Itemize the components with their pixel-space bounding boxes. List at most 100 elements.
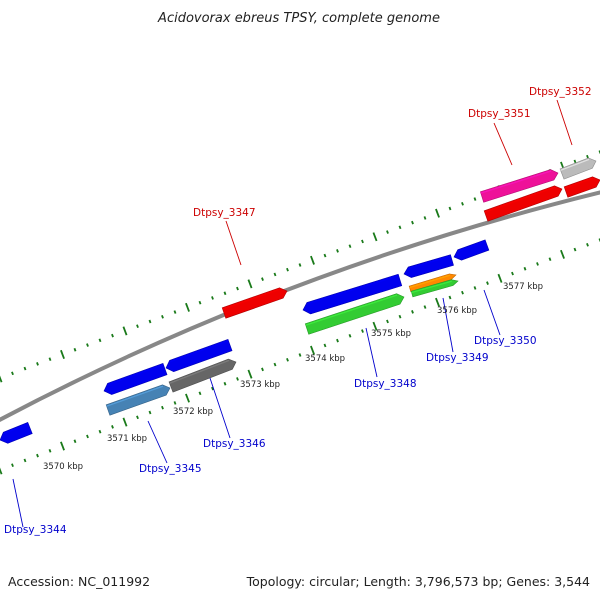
tick-mark (573, 247, 577, 252)
tick-mark (11, 463, 14, 468)
tick-mark (136, 415, 139, 420)
gene-feature-dtpsy-3350[interactable] (453, 239, 490, 261)
tick-mark (461, 201, 464, 206)
tick-mark (86, 434, 89, 439)
scale-label: 3574 kbp (305, 354, 345, 364)
tick-mark (423, 216, 427, 220)
leader-line-dtpsy-3347 (225, 220, 242, 266)
leader-line-dtpsy-3349 (442, 297, 454, 353)
tick-mark (11, 371, 14, 376)
gene-label-dtpsy-3347[interactable]: Dtpsy_3347 (193, 207, 256, 219)
gene-label-dtpsy-3351[interactable]: Dtpsy_3351 (468, 108, 531, 120)
tick-mark (136, 324, 139, 329)
gene-label-dtpsy-3344[interactable]: Dtpsy_3344 (4, 524, 67, 536)
tick-mark (261, 277, 264, 281)
tick-mark (323, 343, 327, 348)
tick-mark (435, 208, 440, 218)
tick-mark (247, 369, 253, 379)
tick-mark (60, 349, 65, 359)
tick-mark (361, 239, 364, 244)
gene-feature-dtpsy-3351[interactable] (483, 185, 563, 222)
tick-mark (473, 197, 477, 201)
feature-green-small[interactable] (410, 279, 459, 298)
tick-mark (386, 319, 389, 324)
tick-mark (236, 377, 239, 381)
tick-mark (261, 367, 264, 372)
tick-mark (36, 362, 39, 366)
tick-mark (247, 279, 253, 289)
gene-features (0, 157, 600, 444)
tick-mark (185, 393, 190, 403)
feature-orange[interactable] (408, 273, 457, 293)
gene-feature-dtpsy-3345[interactable] (103, 362, 168, 395)
gene-labels: Dtpsy_3344 Dtpsy_3345 Dtpsy_3346 Dtpsy_3347… (4, 86, 592, 536)
scale-labels: 3570 kbp 3571 kbp 3572 kbp 3573 kbp 3574 kbp… (43, 282, 543, 472)
tick-mark (386, 230, 389, 234)
tick-mark (398, 314, 402, 319)
tick-mark (536, 262, 539, 266)
tick-mark (336, 338, 339, 343)
tick-mark (98, 429, 102, 434)
gene-feature-dtpsy-3347[interactable] (221, 287, 288, 319)
gene-label-dtpsy-3350[interactable]: Dtpsy_3350 (474, 335, 537, 347)
tick-mark (423, 305, 427, 309)
tick-mark (60, 441, 65, 451)
tick-mark (586, 154, 589, 159)
tick-mark (273, 362, 277, 367)
gene-feature-dtpsy-3349[interactable] (403, 254, 454, 278)
tick-mark (298, 263, 302, 267)
gene-feature-dtpsy-3346[interactable] (165, 338, 233, 372)
tick-mark (486, 281, 489, 285)
tick-mark (173, 310, 177, 314)
tick-mark (573, 159, 577, 164)
tick-mark (173, 401, 177, 405)
tick-mark (148, 410, 152, 415)
tick-mark (523, 266, 527, 271)
feature-steelblue[interactable] (105, 384, 171, 416)
tick-mark (36, 453, 39, 458)
tick-mark (111, 333, 114, 338)
scale-label: 3575 kbp (371, 329, 411, 339)
scale-label: 3577 kbp (503, 282, 543, 292)
tick-mark (211, 296, 214, 300)
scale-label: 3573 kbp (240, 380, 280, 390)
tick-mark (448, 206, 452, 211)
gene-feature-dtpsy-3352[interactable] (563, 176, 600, 198)
tick-mark (411, 310, 414, 314)
tick-mark (211, 386, 214, 391)
tick-mark (548, 257, 552, 261)
tick-mark (273, 272, 277, 277)
tick-mark (336, 249, 339, 253)
tick-mark (348, 244, 352, 248)
tick-mark (411, 220, 414, 225)
scale-label: 3571 kbp (107, 434, 147, 444)
gene-feature-dtpsy-3348[interactable] (302, 273, 403, 315)
tick-mark (23, 366, 27, 371)
scale-label: 3572 kbp (173, 407, 213, 417)
feature-green-large[interactable] (304, 293, 405, 335)
gene-label-dtpsy-3346[interactable]: Dtpsy_3346 (203, 438, 266, 450)
feature-magenta[interactable] (479, 169, 559, 203)
leader-line-dtpsy-3348 (365, 327, 378, 378)
leader-line-dtpsy-3345 (147, 420, 168, 464)
tick-mark (161, 314, 164, 319)
gene-feature-dtpsy-3344[interactable] (0, 422, 33, 444)
tick-mark (560, 249, 565, 259)
feature-darkgray[interactable] (168, 358, 237, 393)
feature-gray[interactable] (559, 157, 597, 180)
gene-label-dtpsy-3352[interactable]: Dtpsy_3352 (529, 86, 592, 98)
tick-mark (48, 449, 52, 453)
gene-label-dtpsy-3349[interactable]: Dtpsy_3349 (426, 352, 489, 364)
tick-mark (323, 253, 327, 258)
leader-line-dtpsy-3351 (493, 122, 513, 166)
tick-mark (148, 319, 152, 324)
gene-label-dtpsy-3345[interactable]: Dtpsy_3345 (139, 463, 202, 475)
tick-mark (98, 338, 102, 343)
tick-mark (111, 425, 114, 429)
map-title: Acidovorax ebreus TPSY, complete genome (157, 11, 440, 26)
tick-mark (310, 345, 315, 355)
tick-mark (435, 297, 440, 307)
gene-label-dtpsy-3348[interactable]: Dtpsy_3348 (354, 378, 417, 390)
scale-label: 3570 kbp (43, 462, 83, 472)
